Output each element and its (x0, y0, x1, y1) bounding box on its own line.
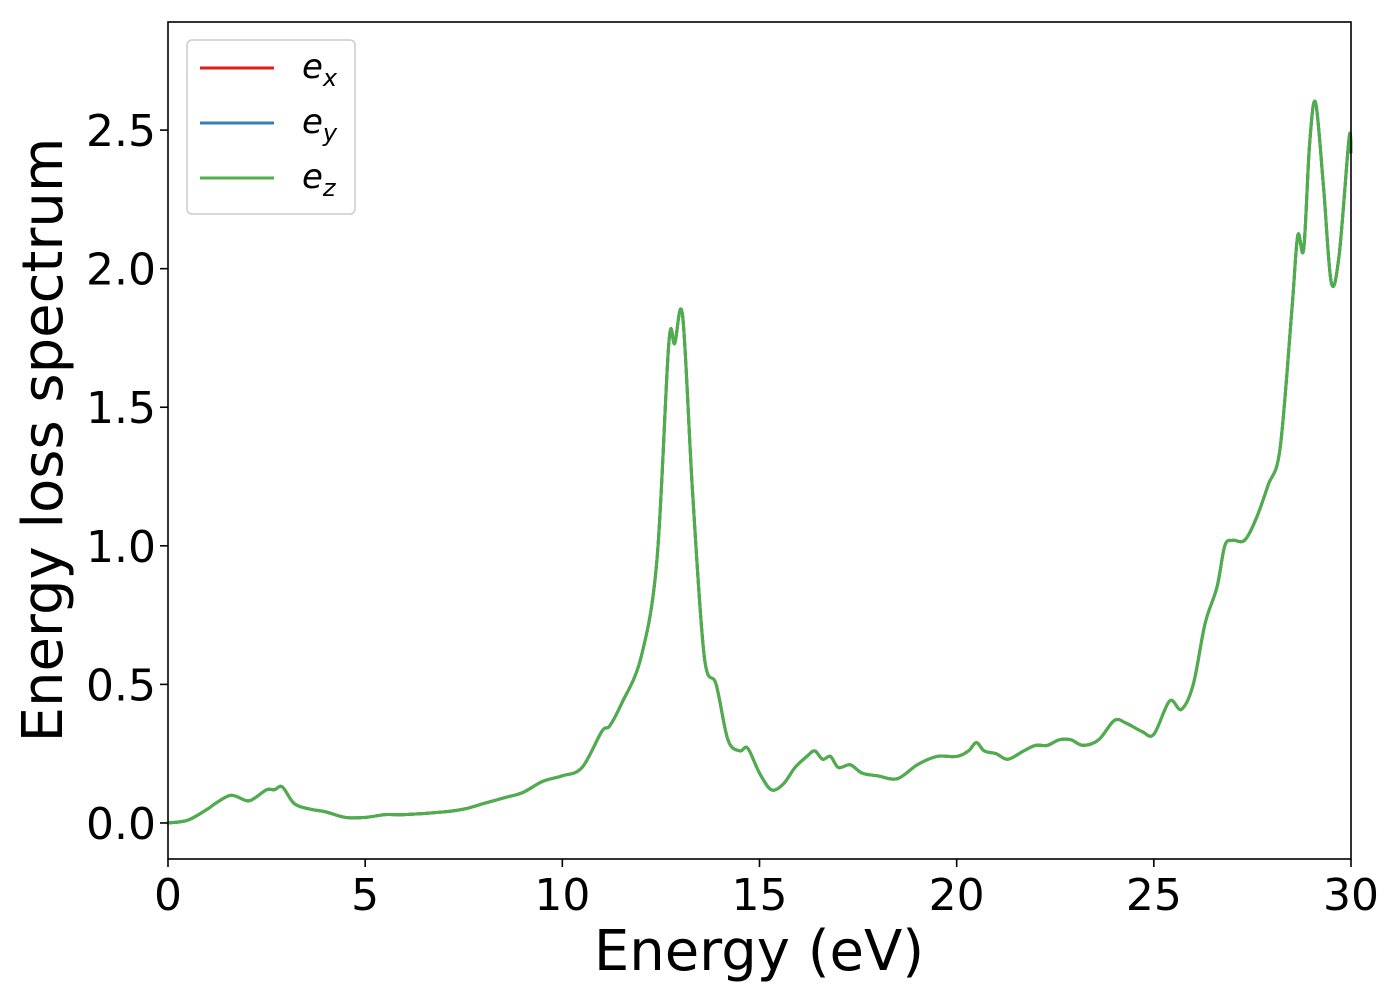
x-tick-label: 0 (154, 870, 182, 921)
x-tick-label: 20 (929, 870, 985, 921)
y-axis-label: Energy loss spectrum (11, 138, 76, 743)
legend-label-ex: ex (302, 47, 338, 92)
x-tick-label: 25 (1126, 870, 1182, 921)
legend: ex ey ez (186, 39, 356, 215)
y-tick-label: 1.5 (86, 383, 156, 434)
y-tick-label: 1.0 (86, 522, 156, 573)
x-tick-label: 30 (1323, 870, 1379, 921)
series-line-e-z (166, 99, 1353, 825)
x-tick-label: 5 (351, 870, 379, 921)
legend-label-ey: ey (302, 102, 338, 147)
y-tick-label: 0.0 (86, 799, 156, 850)
y-tick-label: 2.5 (86, 106, 156, 157)
x-tick-label: 10 (534, 870, 590, 921)
legend-box (186, 39, 356, 215)
y-tick-label: 0.5 (86, 660, 156, 711)
x-axis-label: Energy (eV) (594, 919, 924, 984)
x-tick-label: 15 (732, 870, 788, 921)
x-axis-ticks: 0 5 10 15 20 25 30 (154, 859, 1379, 921)
y-axis-ticks: 0.0 0.5 1.0 1.5 2.0 2.5 (86, 106, 168, 850)
y-tick-label: 2.0 (86, 245, 156, 296)
legend-label-ez: ez (302, 157, 337, 202)
series-layer (166, 99, 1353, 825)
